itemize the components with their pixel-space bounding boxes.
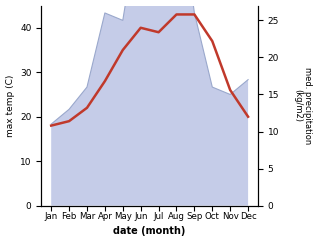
X-axis label: date (month): date (month) bbox=[114, 227, 186, 236]
Y-axis label: med. precipitation
(kg/m2): med. precipitation (kg/m2) bbox=[293, 67, 313, 144]
Y-axis label: max temp (C): max temp (C) bbox=[5, 74, 15, 137]
